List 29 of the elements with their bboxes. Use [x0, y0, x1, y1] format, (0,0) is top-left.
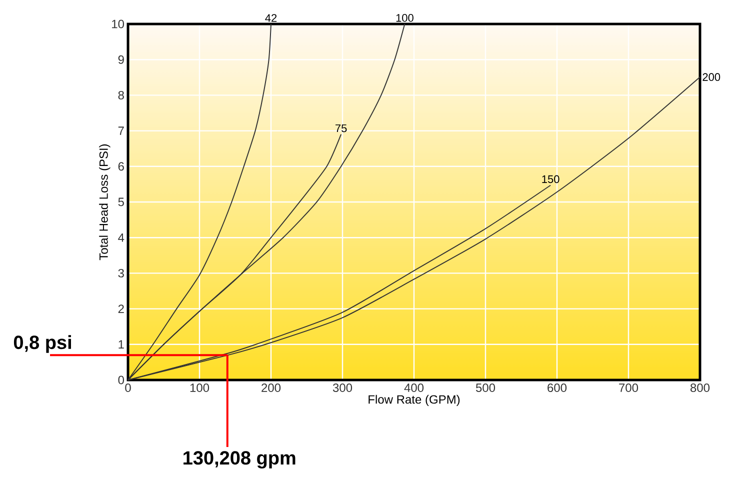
x-tick-label: 0: [125, 384, 131, 392]
series-label: 100: [396, 14, 414, 22]
series-label: 150: [542, 175, 560, 184]
ref-line-label: 0,8 psi: [14, 335, 71, 353]
series-label: 200: [702, 73, 720, 81]
y-tick-label: 4: [118, 233, 124, 242]
y-tick-label: 2: [118, 304, 124, 313]
x-tick-label: 400: [404, 384, 424, 392]
y-tick-label: 3: [118, 268, 124, 278]
y-tick-label: 5: [118, 198, 124, 206]
y-tick-label: 7: [118, 126, 124, 135]
series-label: 75: [336, 124, 347, 132]
x-tick-label: 700: [619, 384, 638, 392]
series-label: 42: [265, 14, 277, 22]
y-tick-label: 8: [118, 90, 124, 100]
x-tick-label: 500: [476, 384, 496, 392]
ref-line-label: 130,208 gpm: [184, 451, 296, 468]
x-tick-label: 100: [190, 384, 210, 392]
x-tick-label: 600: [548, 384, 567, 392]
x-axis-title: Flow Rate (GPM): [368, 394, 460, 406]
x-tick-label: 300: [332, 384, 352, 392]
y-tick-label: 6: [118, 162, 124, 171]
y-tick-label: 10: [112, 20, 124, 28]
y-axis-title: Total Head Loss (PSI): [99, 144, 110, 260]
y-tick-label: 9: [118, 55, 124, 64]
y-tick-label: 0: [118, 376, 124, 384]
y-tick-label: 1: [118, 340, 124, 349]
x-tick-label: 800: [690, 384, 710, 392]
x-tick-label: 200: [262, 384, 281, 392]
